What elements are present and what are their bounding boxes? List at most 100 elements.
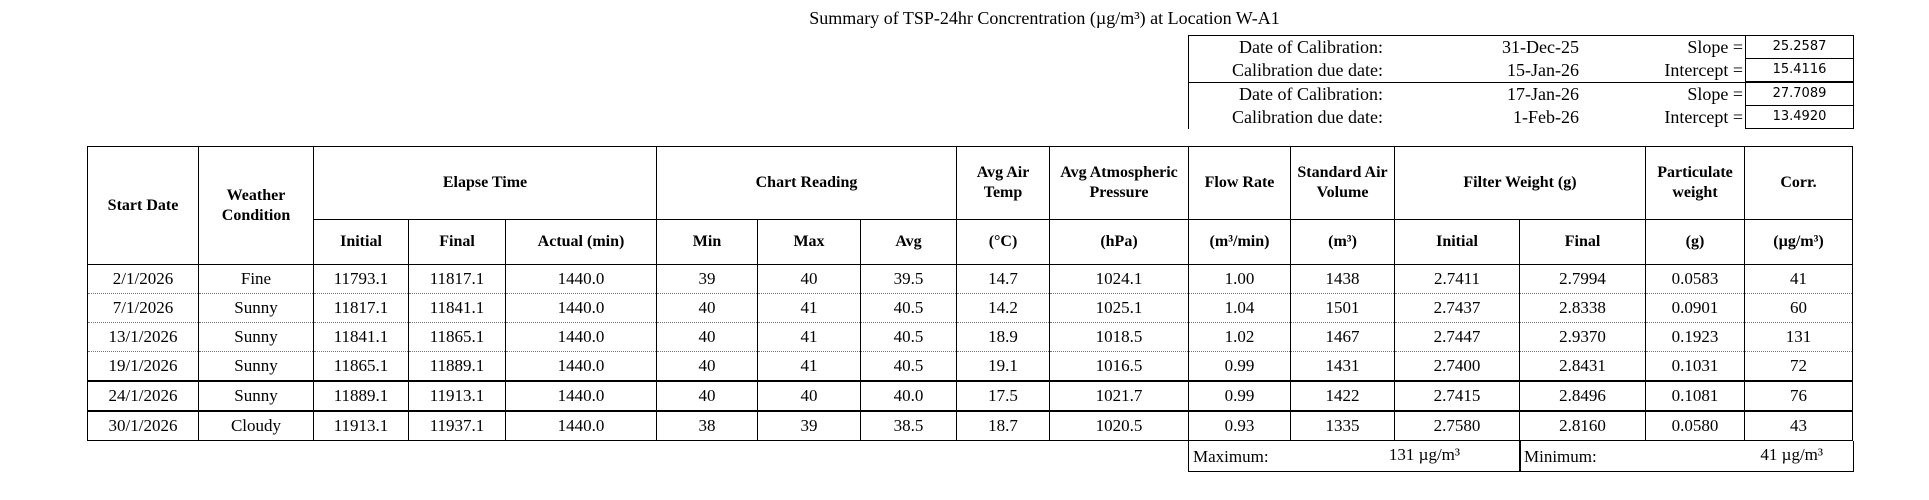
cell-elapse-initial: 11913.1	[313, 410, 409, 441]
cell-filter-final: 2.8160	[1519, 410, 1646, 441]
cell-start-date: 2/1/2026	[87, 264, 199, 294]
header-particulate-unit: (g)	[1645, 219, 1745, 265]
cell-flow-rate: 1.04	[1188, 293, 1291, 323]
cell-chart-min: 40	[656, 322, 758, 352]
calibration-value: 15.4116	[1745, 59, 1853, 82]
cell-elapse-actual: 1440.0	[505, 351, 657, 382]
cell-elapse-initial: 11793.1	[313, 264, 409, 294]
cell-std-air-volume: 1501	[1290, 293, 1395, 323]
header-chart-reading: Chart Reading	[656, 146, 957, 220]
cell-chart-avg: 39.5	[860, 264, 957, 294]
header-flow-unit: (m³/min)	[1188, 219, 1291, 265]
calibration-param-label: Slope =	[1687, 37, 1743, 57]
table-row: 19/1/2026 Sunny 11865.1 11889.1 1440.0 40 41 40…	[87, 351, 1853, 382]
cell-elapse-final: 11937.1	[408, 410, 506, 441]
calibration-value: 13.4920	[1745, 106, 1853, 129]
cell-filter-final: 2.7994	[1519, 264, 1646, 294]
cell-start-date: 19/1/2026	[87, 351, 199, 382]
cell-flow-rate: 0.99	[1188, 351, 1291, 382]
header-max: Max	[757, 219, 861, 265]
cell-elapse-initial: 11841.1	[313, 322, 409, 352]
header-volume-unit: (m³)	[1290, 219, 1395, 265]
cell-filter-initial: 2.7580	[1394, 410, 1520, 441]
cell-particulate-weight: 0.0901	[1645, 293, 1745, 323]
maximum-box: Maximum: 131 µg/m³	[1188, 441, 1521, 472]
header-temp-unit: (°C)	[956, 219, 1050, 265]
header-corr-unit: (µg/m³)	[1744, 219, 1853, 265]
header-filter-final: Final	[1519, 219, 1646, 265]
cell-avg-pressure: 1025.1	[1049, 293, 1189, 323]
cell-filter-initial: 2.7400	[1394, 351, 1520, 382]
cell-chart-max: 39	[757, 410, 861, 441]
header-avg: Avg	[860, 219, 957, 265]
cell-avg-temp: 19.1	[956, 351, 1050, 382]
cell-elapse-actual: 1440.0	[505, 293, 657, 323]
calibration-param-label: Slope =	[1687, 84, 1743, 104]
calibration-date-label: Date of Calibration:	[1239, 37, 1383, 57]
calibration-date-label: Calibration due date:	[1232, 107, 1383, 127]
cell-elapse-initial: 11817.1	[313, 293, 409, 323]
cell-avg-pressure: 1016.5	[1049, 351, 1189, 382]
header-pressure: Avg Atmospheric Pressure	[1049, 146, 1189, 220]
minimum-box: Minimum: 41 µg/m³	[1519, 441, 1854, 472]
cell-std-air-volume: 1438	[1290, 264, 1395, 294]
calibration-row: Calibration due date: 15-Jan-26 Intercept …	[1189, 59, 1853, 82]
cell-corr: 43	[1744, 410, 1853, 441]
cell-weather: Cloudy	[198, 410, 314, 441]
calibration-date-label: Date of Calibration:	[1239, 84, 1383, 104]
cell-weather: Sunny	[198, 322, 314, 352]
cell-weather: Fine	[198, 264, 314, 294]
header-filter-initial: Initial	[1394, 219, 1520, 265]
cell-particulate-weight: 0.1031	[1645, 351, 1745, 382]
calibration-value: 25.2587	[1745, 36, 1853, 59]
cell-elapse-final: 11889.1	[408, 351, 506, 382]
cell-avg-pressure: 1021.7	[1049, 380, 1189, 412]
cell-chart-avg: 40.5	[860, 293, 957, 323]
header-start-date: Start Date	[87, 146, 199, 265]
cell-elapse-final: 11913.1	[408, 380, 506, 412]
calibration-box: Date of Calibration: 31-Dec-25 Slope = 25.2…	[1188, 35, 1854, 129]
cell-filter-final: 2.9370	[1519, 322, 1646, 352]
cell-chart-min: 40	[656, 293, 758, 323]
header-initial: Initial	[313, 219, 409, 265]
calibration-row: Calibration due date: 1-Feb-26 Intercept =…	[1189, 106, 1853, 129]
maximum-label: Maximum:	[1193, 447, 1269, 466]
header-final: Final	[408, 219, 506, 265]
cell-chart-avg: 40.5	[860, 322, 957, 352]
header-weather: Weather Condition	[198, 146, 314, 265]
header-temp: Avg Air Temp	[956, 146, 1050, 220]
header-elapse-time: Elapse Time	[313, 146, 657, 220]
cell-filter-initial: 2.7447	[1394, 322, 1520, 352]
cell-chart-max: 40	[757, 264, 861, 294]
cell-elapse-actual: 1440.0	[505, 322, 657, 352]
cell-elapse-actual: 1440.0	[505, 410, 657, 441]
table-row: 7/1/2026 Sunny 11817.1 11841.1 1440.0 40 41 40.…	[87, 293, 1853, 323]
calibration-row: Date of Calibration: 17-Jan-26 Slope = 27.7…	[1189, 82, 1853, 106]
cell-particulate-weight: 0.1923	[1645, 322, 1745, 352]
cell-weather: Sunny	[198, 351, 314, 382]
cell-weather: Sunny	[198, 293, 314, 323]
cell-weather: Sunny	[198, 380, 314, 412]
calibration-date: 1-Feb-26	[1513, 107, 1579, 127]
cell-corr: 41	[1744, 264, 1853, 294]
cell-elapse-initial: 11889.1	[313, 380, 409, 412]
cell-corr: 76	[1744, 380, 1853, 412]
calibration-date-label: Calibration due date:	[1232, 60, 1383, 80]
cell-flow-rate: 1.00	[1188, 264, 1291, 294]
cell-chart-max: 41	[757, 293, 861, 323]
page-title: Summary of TSP-24hr Concrentration (µg/m…	[809, 8, 1280, 28]
cell-flow-rate: 1.02	[1188, 322, 1291, 352]
table-row: 30/1/2026 Cloudy 11913.1 11937.1 1440.0 38 39 3…	[87, 410, 1853, 441]
cell-filter-initial: 2.7415	[1394, 380, 1520, 412]
cell-chart-min: 38	[656, 410, 758, 441]
cell-flow-rate: 0.93	[1188, 410, 1291, 441]
table-row: 13/1/2026 Sunny 11841.1 11865.1 1440.0 40 41 40…	[87, 322, 1853, 352]
minimum-label: Minimum:	[1524, 447, 1597, 466]
cell-avg-pressure: 1020.5	[1049, 410, 1189, 441]
cell-chart-min: 39	[656, 264, 758, 294]
calibration-param-label: Intercept =	[1664, 107, 1743, 127]
cell-avg-temp: 14.7	[956, 264, 1050, 294]
cell-std-air-volume: 1467	[1290, 322, 1395, 352]
cell-filter-initial: 2.7437	[1394, 293, 1520, 323]
header-min: Min	[656, 219, 758, 265]
